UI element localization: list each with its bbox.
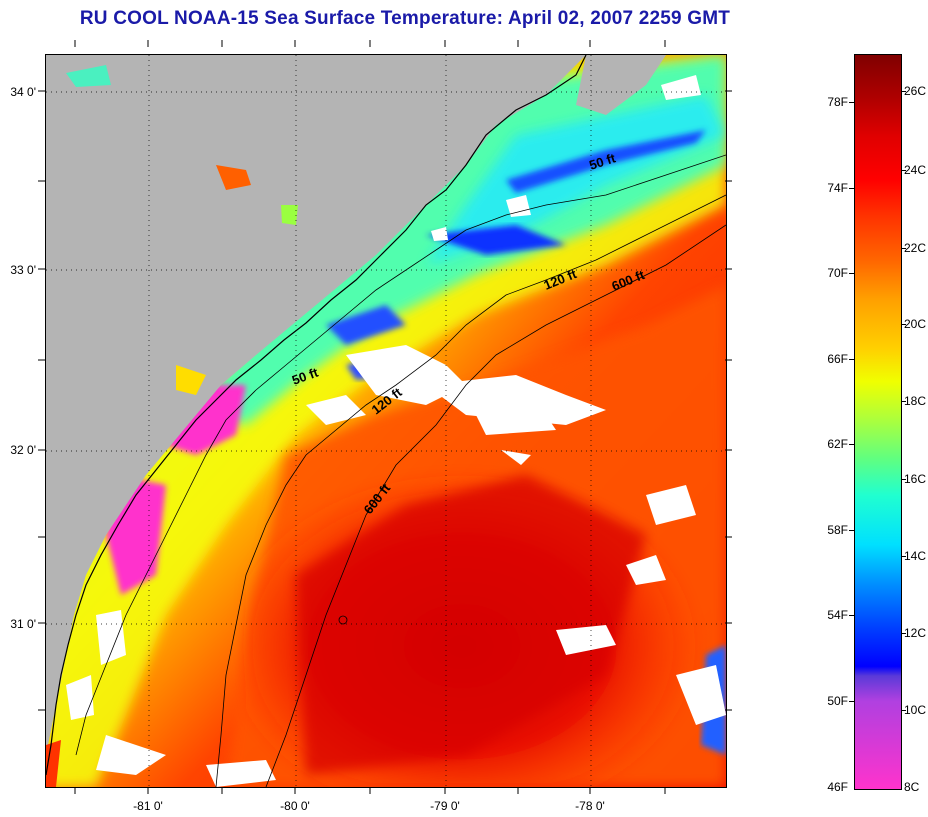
celsius-label: 12C xyxy=(904,626,927,640)
celsius-label: 16C xyxy=(904,472,927,486)
latitude-label: 33 0' xyxy=(10,263,36,277)
celsius-label: 24C xyxy=(904,163,927,177)
longitude-label: -79 0' xyxy=(430,799,460,813)
latitude-label: 32 0' xyxy=(10,443,36,457)
celsius-label: 18C xyxy=(904,394,927,408)
fahrenheit-label: 70F xyxy=(827,266,848,280)
celsius-label: 14C xyxy=(904,549,927,563)
fahrenheit-label: 50F xyxy=(827,694,848,708)
buoy-marker xyxy=(338,615,348,625)
temperature-colorbar xyxy=(854,54,902,790)
fahrenheit-label: 46F xyxy=(827,780,848,794)
fahrenheit-label: 74F xyxy=(827,181,848,195)
longitude-label: -78 0' xyxy=(575,799,605,813)
fahrenheit-label: 54F xyxy=(827,608,848,622)
celsius-label: 8C xyxy=(904,780,920,794)
latitude-label: 31 0' xyxy=(10,617,36,631)
celsius-label: 26C xyxy=(904,84,927,98)
fahrenheit-label: 78F xyxy=(827,95,848,109)
fahrenheit-label: 66F xyxy=(827,352,848,366)
celsius-label: 10C xyxy=(904,703,927,717)
lat-lon-grid xyxy=(46,55,726,787)
coastline xyxy=(46,55,587,776)
isobath-contours xyxy=(75,154,726,787)
celsius-label: 22C xyxy=(904,241,927,255)
longitude-label: -81 0' xyxy=(133,799,163,813)
map-title: RU COOL NOAA-15 Sea Surface Temperature:… xyxy=(79,8,731,29)
sst-map[interactable]: 50 ft 50 ft 120 ft 120 ft 600 ft 600 ft xyxy=(45,54,727,788)
land-mask xyxy=(46,55,666,755)
latitude-label: 34 0' xyxy=(10,85,36,99)
sst-map-graphic: 50 ft 50 ft 120 ft 120 ft 600 ft 600 ft xyxy=(46,55,726,787)
cloud-mask xyxy=(66,75,726,787)
fahrenheit-label: 62F xyxy=(827,437,848,451)
celsius-label: 20C xyxy=(904,317,927,331)
fahrenheit-label: 58F xyxy=(827,523,848,537)
longitude-label: -80 0' xyxy=(280,799,310,813)
